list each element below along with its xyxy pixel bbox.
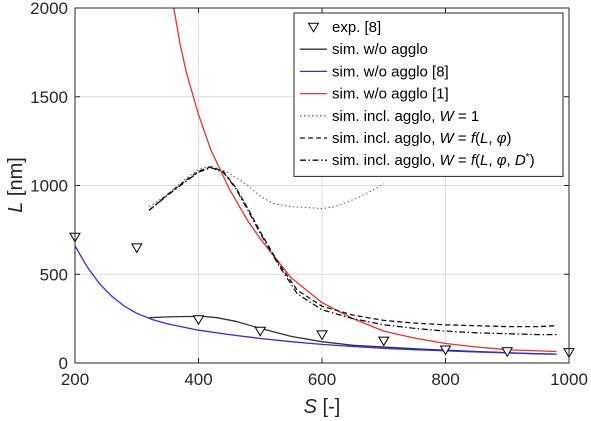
legend-text-part: = (454, 130, 471, 147)
legend-text-part: ( (475, 130, 480, 147)
legend-text-part: * (526, 152, 530, 163)
x-tick-label: 400 (184, 370, 212, 389)
y-axis-label: L [nm] (5, 157, 27, 213)
data-point-marker (192, 315, 205, 326)
legend-text-part: φ (497, 152, 507, 169)
y-tick-label: 500 (40, 265, 68, 284)
data-point-marker (316, 330, 328, 341)
legend-marker (307, 22, 320, 33)
x-axis-symbol: S (304, 396, 318, 418)
x-tick-label: 200 (61, 370, 89, 389)
legend-entry-3: sim. w/o agglo [1] (332, 86, 449, 103)
legend-entry-4: sim. incl. agglo, W = 1 (332, 108, 479, 125)
x-tick-label: 1000 (550, 370, 588, 389)
legend-text-part: φ (497, 130, 507, 147)
legend-text-part: , (488, 152, 496, 169)
y-axis-symbol: L (5, 202, 27, 213)
legend-text-part: D (515, 152, 526, 169)
series-line-6 (148, 167, 557, 336)
series-line-3 (173, 8, 557, 353)
legend-text-part: W (440, 152, 456, 169)
x-tick-label: 800 (431, 370, 459, 389)
legend-text-part: L (480, 130, 488, 147)
x-tick-label: 600 (308, 370, 336, 389)
y-tick-label: 1000 (30, 177, 68, 196)
legend-text-part: sim. incl. agglo, (332, 152, 440, 169)
series-line-2 (75, 245, 557, 355)
series-line-5 (148, 166, 557, 328)
y-tick-label: 0 (59, 354, 68, 373)
legend-text-part: sim. w/o agglo [1] (332, 86, 449, 103)
series-line-4 (148, 165, 385, 210)
data-point-marker (130, 243, 143, 254)
legend-entry-1: sim. w/o agglo (332, 41, 428, 58)
y-axis-unit: [nm] (5, 157, 27, 201)
x-axis-unit: [-] (317, 396, 340, 418)
legend-text-part: , (488, 130, 496, 147)
legend-text-part: exp. [8] (332, 19, 381, 36)
data-point-marker (439, 345, 452, 356)
data-point-marker (254, 326, 267, 337)
legend-box (293, 12, 564, 177)
legend-text-part: sim. incl. agglo, (332, 130, 440, 147)
legend-text-part: ( (475, 152, 480, 169)
y-tick-label: 1500 (30, 88, 68, 107)
data-point-marker (377, 336, 390, 347)
legend-text-part: = (454, 152, 471, 169)
legend-text-part: sim. w/o agglo (332, 41, 428, 58)
legend-text-part: f (471, 130, 477, 147)
legend-entry-6: sim. incl. agglo, W = f(L, φ, D*) (332, 152, 535, 170)
y-tick-label: 2000 (30, 0, 68, 18)
legend-text-part: W (440, 130, 456, 147)
legend-entry-2: sim. w/o agglo [8] (332, 63, 449, 80)
legend-text-part: , (506, 152, 514, 169)
legend-text-part: ) (530, 152, 535, 169)
legend-text-part: L (480, 152, 488, 169)
legend-text-part: = 1 (454, 108, 479, 125)
legend-text-part: W (440, 108, 456, 125)
x-axis-label: S [-] (304, 396, 341, 418)
legend-text-part: sim. incl. agglo, (332, 108, 440, 125)
data-point-marker (501, 347, 514, 358)
legend-text-part: f (471, 152, 477, 169)
series-lines (75, 8, 557, 355)
legend-text-part: ) (506, 130, 511, 147)
legend-entry-0: exp. [8] (332, 19, 381, 36)
legend-text-part: sim. w/o agglo [8] (332, 63, 449, 80)
legend-entry-5: sim. incl. agglo, W = f(L, φ) (332, 130, 511, 147)
